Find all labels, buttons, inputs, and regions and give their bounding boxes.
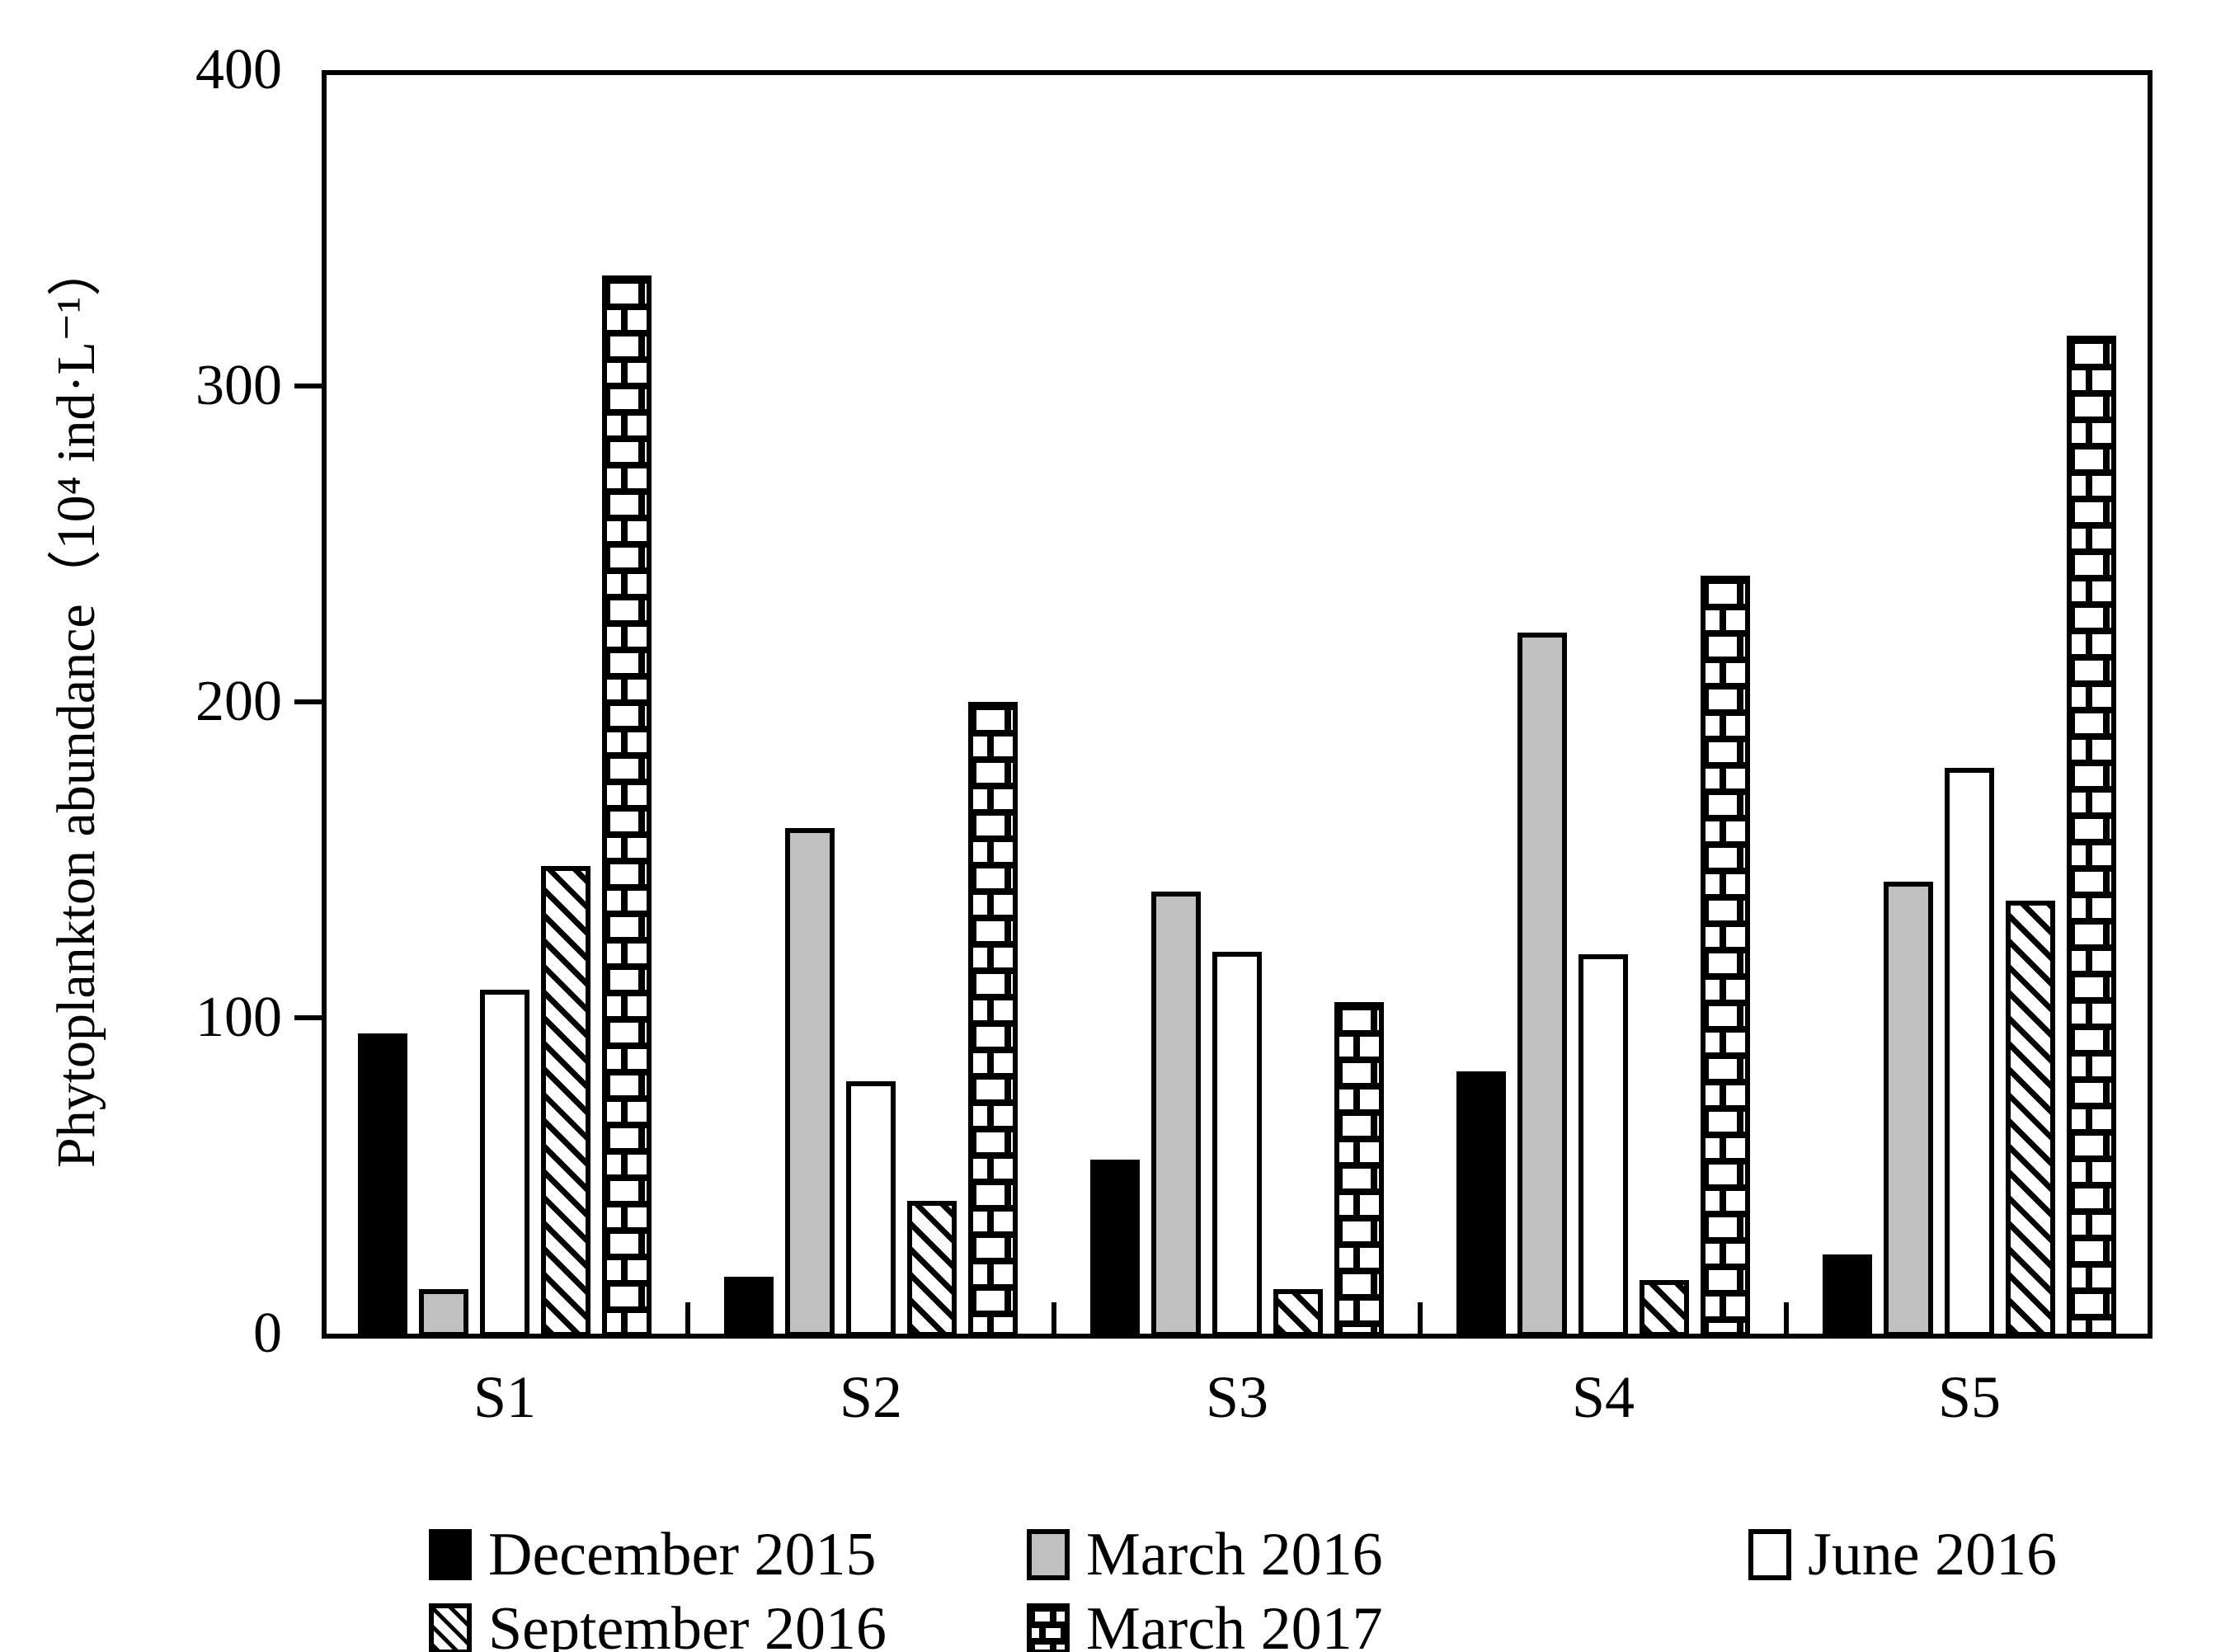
- y-tick-label-300: 300: [195, 354, 282, 417]
- legend-item-june-2016: June 2016: [1748, 1524, 2057, 1585]
- bar-s5-december-2015: [1823, 1254, 1872, 1337]
- legend-swatch-june-2016: [1748, 1529, 1791, 1580]
- bar-s3-december-2015: [1090, 1160, 1140, 1337]
- bar-s5-march-2017: [2067, 335, 2116, 1337]
- legend-label-september-2016: September 2016: [488, 1595, 887, 1652]
- bar-s5-june-2016: [1945, 768, 1994, 1337]
- bar-s4-june-2016: [1578, 954, 1628, 1337]
- y-tick-label-100: 100: [195, 986, 282, 1049]
- bar-s3-june-2016: [1212, 951, 1262, 1337]
- legend-swatch-december-2015: [429, 1529, 472, 1580]
- bar-s3-september-2016: [1273, 1289, 1323, 1337]
- bar-s5-march-2016: [1884, 882, 1933, 1337]
- x-axis-separator-tick-3: [1418, 1302, 1423, 1334]
- bar-s2-september-2016: [907, 1201, 957, 1337]
- legend-label-june-2016: June 2016: [1808, 1521, 2058, 1588]
- x-category-label-s1: S1: [473, 1364, 537, 1430]
- bar-s2-june-2016: [846, 1080, 896, 1337]
- x-category-label-s3: S3: [1205, 1364, 1269, 1430]
- bar-s1-march-2017: [602, 275, 652, 1337]
- bar-s1-september-2016: [541, 866, 590, 1337]
- y-tick-label-400: 400: [195, 38, 282, 101]
- y-axis-tick-100: [294, 1015, 322, 1020]
- x-axis-separator-tick-2: [1052, 1302, 1056, 1334]
- legend-item-march-2016: March 2016: [1027, 1524, 1383, 1585]
- legend-swatch-march-2016: [1027, 1529, 1070, 1580]
- bar-s4-december-2015: [1456, 1071, 1506, 1337]
- bar-s4-september-2016: [1640, 1279, 1689, 1337]
- x-category-label-s5: S5: [1937, 1364, 2002, 1430]
- x-axis-separator-tick-4: [1784, 1302, 1789, 1334]
- x-category-label-s4: S4: [1571, 1364, 1635, 1430]
- legend-item-september-2016: September 2016: [429, 1598, 887, 1652]
- bar-s2-march-2017: [968, 702, 1018, 1337]
- legend-swatch-march-2017: [1027, 1603, 1070, 1652]
- bar-s4-march-2017: [1701, 575, 1750, 1337]
- legend-label-march-2017: March 2017: [1086, 1595, 1383, 1652]
- bar-s5-september-2016: [2006, 901, 2055, 1337]
- legend-label-december-2015: December 2015: [488, 1521, 877, 1588]
- y-axis-tick-300: [294, 384, 322, 388]
- y-tick-label-200: 200: [195, 670, 282, 733]
- legend-label-march-2016: March 2016: [1086, 1521, 1383, 1588]
- y-tick-label-0: 0: [253, 1301, 282, 1365]
- bar-s2-december-2015: [724, 1277, 774, 1337]
- legend-swatch-september-2016: [429, 1603, 472, 1652]
- bar-s3-march-2016: [1151, 891, 1201, 1337]
- bar-s3-march-2017: [1334, 1001, 1384, 1337]
- legend-item-december-2015: December 2015: [429, 1524, 877, 1585]
- bar-s4-march-2016: [1517, 632, 1567, 1337]
- x-axis-separator-tick-1: [685, 1302, 690, 1334]
- x-category-label-s2: S2: [839, 1364, 903, 1430]
- bar-s1-march-2016: [419, 1289, 468, 1337]
- bar-s2-march-2016: [785, 828, 835, 1337]
- legend-item-march-2017: March 2017: [1027, 1598, 1383, 1652]
- y-axis-tick-200: [294, 699, 322, 704]
- bar-s1-june-2016: [480, 989, 529, 1337]
- bar-s1-december-2015: [358, 1033, 407, 1337]
